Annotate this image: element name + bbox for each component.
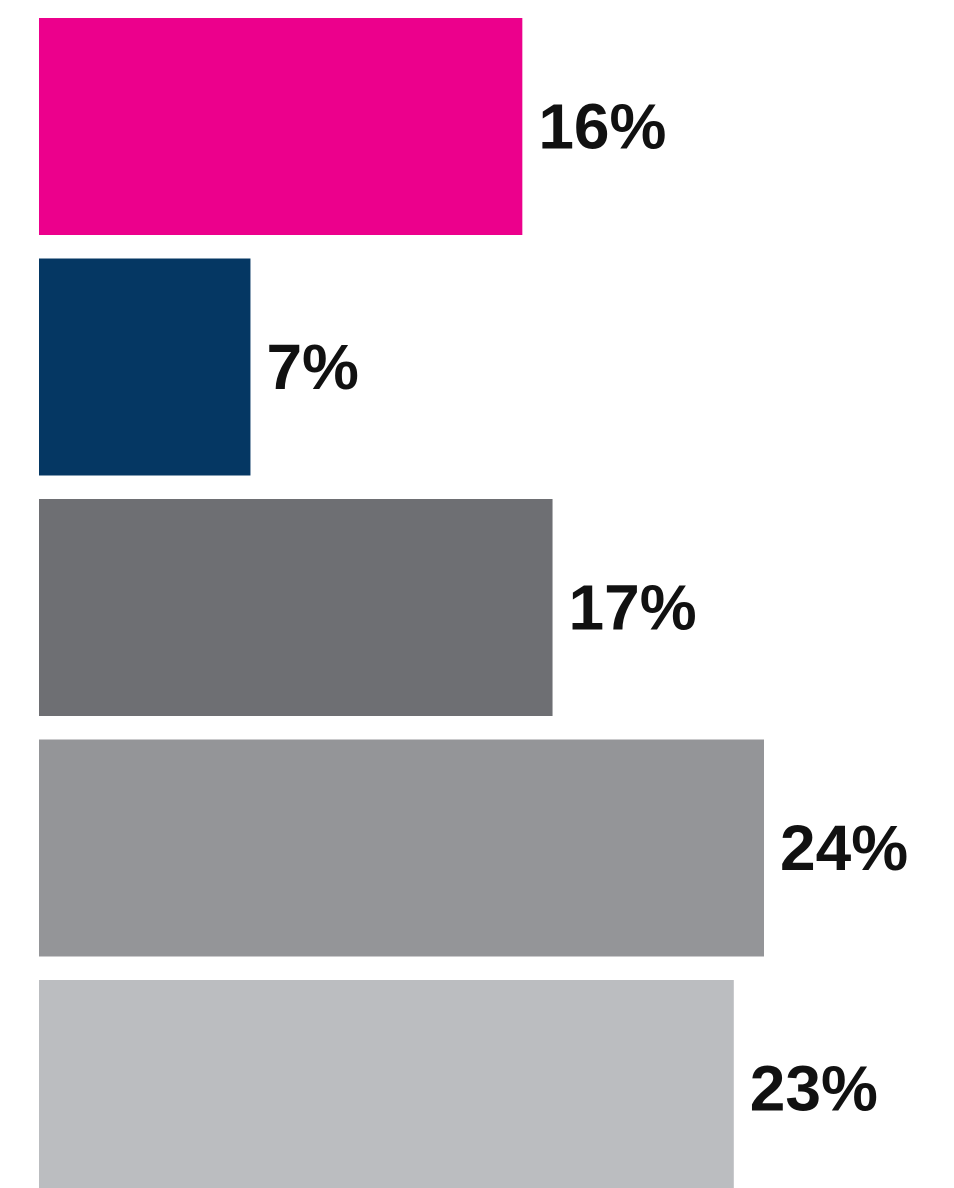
bar-value-label-5: 23% (750, 1053, 878, 1125)
bar-value-label-1: 16% (538, 91, 666, 163)
bar-1 (39, 18, 523, 235)
bar-value-label-3: 17% (569, 572, 697, 644)
bar-value-label-4: 24% (780, 812, 908, 884)
bar-2 (39, 258, 251, 476)
bar-5 (39, 980, 734, 1188)
bar-value-label-2: 7% (266, 331, 359, 403)
bar-4 (39, 739, 764, 957)
labels-group: 16% 7% 17% 24% 23% (266, 91, 908, 1125)
bar-3 (39, 499, 553, 716)
bars-group (39, 18, 764, 1188)
